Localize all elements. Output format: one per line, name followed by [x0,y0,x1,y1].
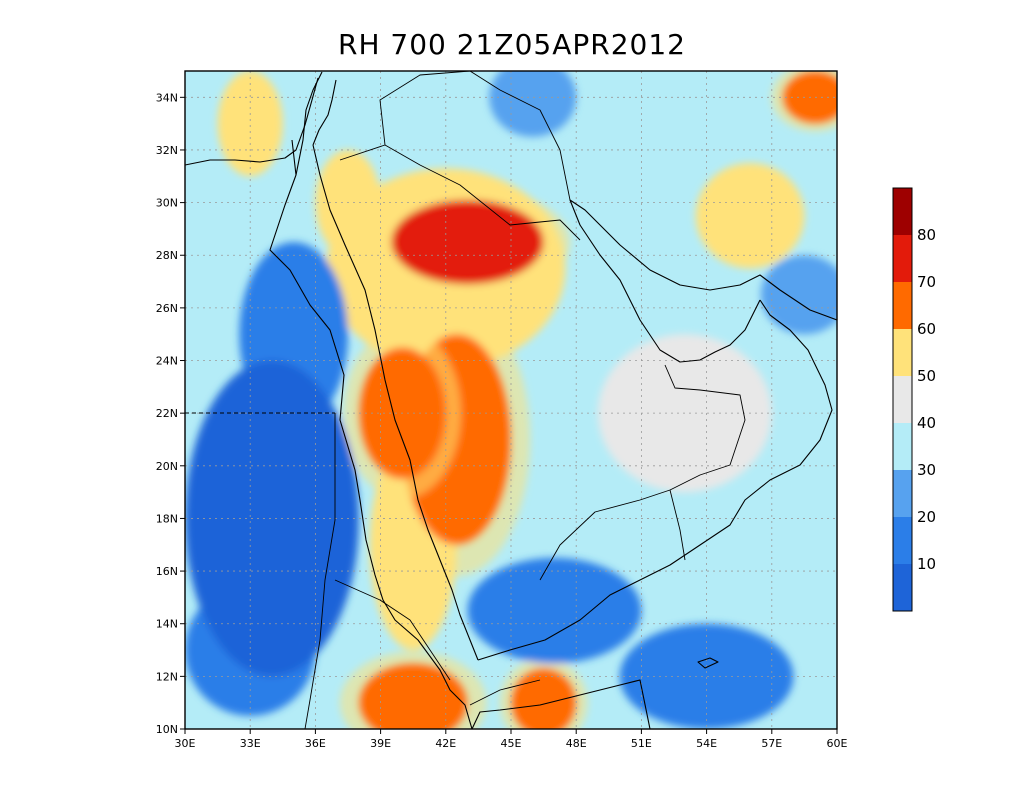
border-iran-iraq [469,71,571,201]
y-tick-label-30: 30N [156,197,178,210]
colorbar-label-40: 40 [917,414,936,432]
y-tick-label-28: 28N [156,249,178,262]
y-tick-label-16: 16N [156,565,178,578]
colorbar-swatch-8 [893,188,912,235]
rh-region-core-6 [511,668,577,729]
colorbar-label-60: 60 [917,320,936,338]
y-tick-label-24: 24N [156,355,178,368]
colorbar-swatch-6 [893,282,912,329]
colorbar-label-10: 10 [917,555,936,573]
x-tick-label-60: 60E [827,737,848,750]
border-sudan-ethiopia [304,413,336,729]
y-tick-label-26: 26N [156,302,178,315]
rh-region-8 [760,255,837,335]
colorbar-swatch-7 [893,235,912,282]
x-tick-label-54: 54E [696,737,717,750]
coastlines-and-borders [185,71,837,729]
island-socotra [697,657,719,669]
x-tick-label-33: 33E [240,737,261,750]
colorbar-swatch-4 [893,376,912,423]
border-oman-yemen [669,489,686,561]
colorbar-frame [892,187,913,612]
y-tick-label-20: 20N [156,460,178,473]
border-somalia [469,679,541,706]
coastline-gulf-aqaba [312,79,337,146]
colorbar-swatch-0 [893,564,912,611]
y-tick-label-18: 18N [156,512,178,525]
rh-region-4 [695,163,805,269]
y-tick-label-32: 32N [156,144,178,157]
colorbar-label-70: 70 [917,273,936,291]
x-tick-label-30: 30E [175,737,196,750]
y-tick-label-10: 10N [156,723,178,736]
colorbar-label-50: 50 [917,367,936,385]
coastline-south-arabia [477,299,833,661]
x-tick-label-51: 51E [631,737,652,750]
x-tick-label-48: 48E [566,737,587,750]
coastline-persian-gulf [569,199,837,363]
y-tick-label-12: 12N [156,670,178,683]
coastline-mediterranean [185,77,319,166]
rh-region-18 [185,360,359,677]
colorbar: 10 20 30 40 50 60 70 80 [892,187,936,612]
colorbar-label-80: 80 [917,226,936,244]
border-saudi-yemen-oman [539,364,746,581]
y-tick-label-22: 22N [156,407,178,420]
coastline-arabia-red-sea [312,144,479,661]
coastline-africa-west [269,139,473,729]
colorbar-label-20: 20 [917,508,936,526]
rh-region-16 [467,557,642,664]
colorbar-swatch-5 [893,329,912,376]
plot-area [185,71,837,729]
x-tick-label-42: 42E [435,737,456,750]
border-iraq [379,71,471,146]
coastline-horn-africa [471,679,651,729]
colorbar-swatch-1 [893,517,912,564]
longitude-axis: 30E 33E 36E 39E 42E 45E 48E 51E 54E 57E 60E [175,729,848,750]
x-tick-label-57: 57E [761,737,782,750]
x-tick-label-39: 39E [370,737,391,750]
rh-region-core-14 [358,663,468,729]
x-tick-label-36: 36E [305,737,326,750]
colorbar-swatch-2 [893,470,912,517]
rh-region-core-17 [391,199,544,285]
map-title: RH 700 21Z05APR2012 [338,28,686,61]
y-tick-label-34: 34N [156,91,178,104]
y-tick-label-14: 14N [156,618,178,631]
colorbar-swatch-3 [893,423,912,470]
x-tick-label-45: 45E [501,737,522,750]
border-ethiopia-eritrea [334,579,451,681]
latitude-axis: 10N 12N 14N 16N 18N 20N 22N 24N 26N 28N 30N 32N 34N [156,91,185,736]
rh-region-12 [619,623,794,729]
colorbar-label-30: 30 [917,461,936,479]
